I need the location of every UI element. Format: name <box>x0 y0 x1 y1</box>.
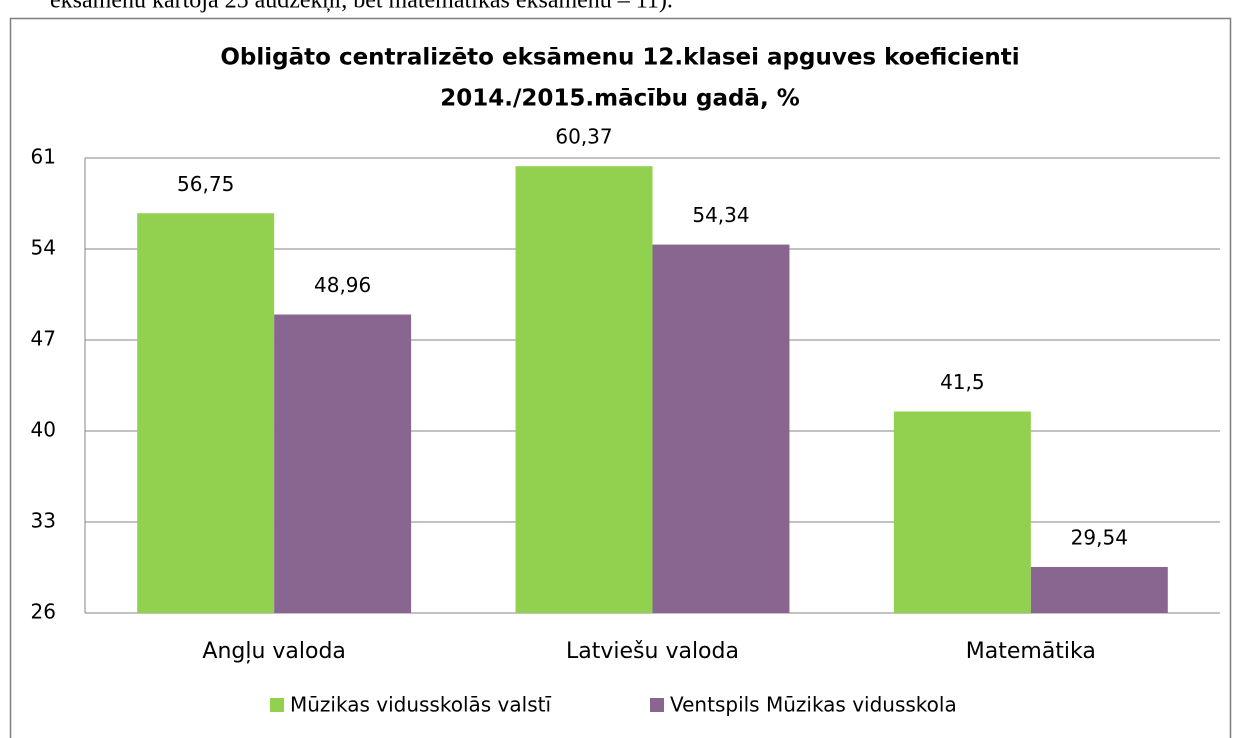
data-label: 41,5 <box>940 370 985 394</box>
y-tick-label: 54 <box>31 236 56 260</box>
y-tick-label: 26 <box>31 600 56 624</box>
data-label: 60,37 <box>555 125 612 149</box>
bar <box>652 244 790 613</box>
data-label: 56,75 <box>177 172 234 196</box>
x-tick-label: Angļu valoda <box>202 639 346 664</box>
bar <box>274 314 412 613</box>
y-tick-label: 61 <box>31 145 56 169</box>
bar <box>137 213 275 613</box>
document-text: eksāmenu kārtoja 25 audzēkņi, bet matemā… <box>50 0 673 14</box>
x-tick-label: Matemātika <box>966 639 1096 664</box>
x-tick-label: Latviešu valoda <box>566 639 739 664</box>
bar <box>515 166 653 613</box>
legend-swatch <box>270 698 284 712</box>
data-label: 48,96 <box>314 273 371 297</box>
bar <box>893 411 1031 613</box>
chart-title: Obligāto centralizēto eksāmenu 12.klasei… <box>220 45 1019 71</box>
legend-swatch <box>650 698 664 712</box>
data-label: 54,34 <box>692 203 749 227</box>
bar <box>1030 566 1168 613</box>
legend-label: Ventspils Mūzikas vidusskola <box>670 693 957 717</box>
y-tick-label: 47 <box>31 327 56 351</box>
data-label: 29,54 <box>1071 525 1128 549</box>
y-tick-label: 33 <box>31 509 56 533</box>
y-tick-label: 40 <box>31 418 56 442</box>
chart-title: 2014./2015.mācību gadā, % <box>440 86 800 112</box>
legend-label: Mūzikas vidusskolās valstī <box>290 693 551 717</box>
